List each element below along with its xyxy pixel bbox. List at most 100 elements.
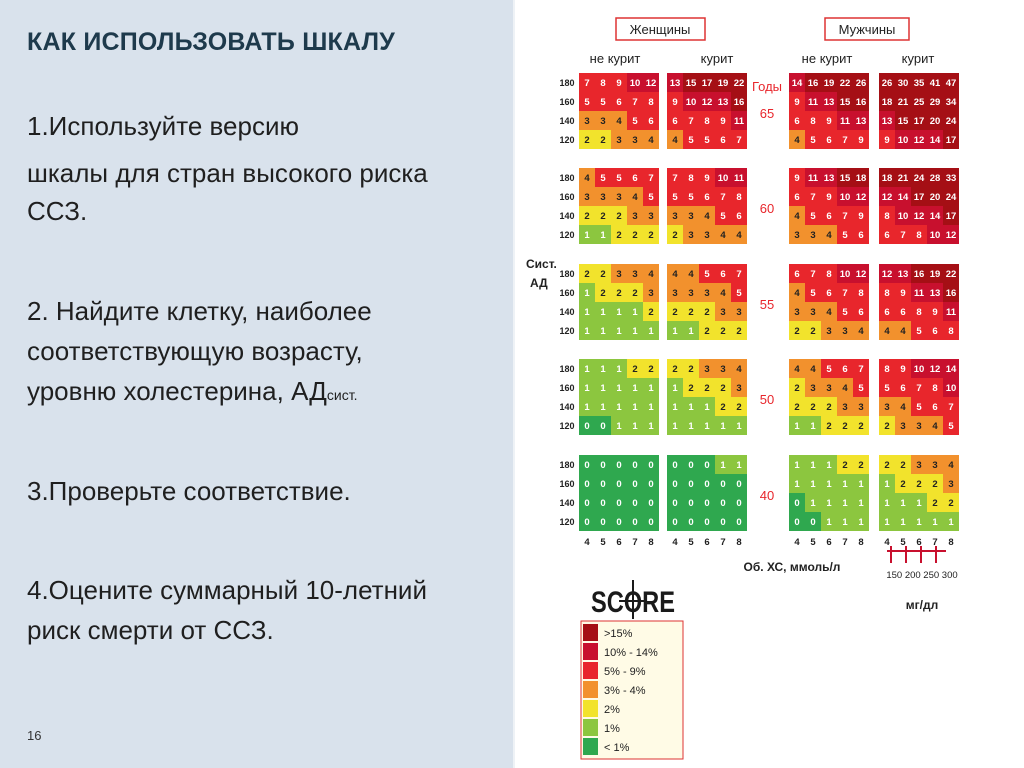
risk-cell	[943, 283, 959, 302]
legend-swatch	[583, 681, 598, 698]
slide-text-panel: КАК ИСПОЛЬЗОВАТЬ ШКАЛУ 1.Используйте вер…	[0, 0, 513, 768]
risk-cell-value: 8	[704, 116, 709, 127]
risk-cell-value: 2	[858, 460, 863, 471]
risk-cell-value: 10	[630, 78, 641, 89]
risk-cell-value: 3	[704, 364, 709, 375]
risk-cell-value: 5	[648, 192, 654, 203]
risk-cell	[927, 92, 943, 111]
risk-cell-value: 0	[600, 517, 605, 528]
risk-cell-value: 35	[914, 78, 925, 89]
risk-cell	[683, 111, 699, 130]
risk-cell	[895, 397, 911, 416]
risk-cell	[879, 474, 895, 493]
risk-cell	[911, 225, 927, 244]
risk-cell	[699, 206, 715, 225]
risk-cell	[943, 416, 959, 435]
risk-cell	[643, 455, 659, 474]
risk-cell-value: 10	[840, 269, 851, 280]
risk-cell	[837, 359, 853, 378]
risk-cell	[667, 493, 683, 512]
risk-cell	[667, 92, 683, 111]
risk-cell	[715, 225, 731, 244]
risk-cell-value: 6	[794, 269, 799, 280]
risk-cell-value: 19	[930, 269, 941, 280]
risk-cell-value: 9	[932, 307, 937, 318]
risk-cell	[943, 264, 959, 283]
legend: >15% 10% - 14% 5% - 9% 3% - 4% 2% 1% < 1%	[583, 624, 658, 755]
risk-cell	[911, 416, 927, 435]
risk-cell	[879, 187, 895, 206]
risk-cell-value: 3	[794, 230, 799, 241]
risk-cell-value: 5	[688, 135, 694, 146]
risk-cell	[667, 111, 683, 130]
risk-cell	[895, 168, 911, 187]
risk-cell	[853, 493, 869, 512]
score-chart: Женщины Мужчины не курит курит не курит …	[526, 17, 959, 760]
risk-cell-value: 0	[704, 517, 709, 528]
risk-cell	[805, 397, 821, 416]
risk-cell	[683, 397, 699, 416]
risk-cell-value: 2	[704, 383, 709, 394]
risk-cell-value: 1	[720, 460, 726, 471]
risk-cell	[853, 359, 869, 378]
cholesterol-tick-label: 5	[600, 537, 606, 548]
cholesterol-axis-label: Об. ХС, ммоль/л	[744, 560, 841, 574]
score-logo: SCORE	[591, 580, 675, 619]
risk-cell-value: 2	[648, 230, 653, 241]
risk-cell	[911, 455, 927, 474]
risk-cell-value: 1	[884, 517, 890, 528]
risk-cell	[805, 321, 821, 340]
cholesterol-tick-label: 8	[648, 537, 653, 548]
risk-cell	[715, 283, 731, 302]
risk-cell	[895, 455, 911, 474]
risk-cell-value: 1	[704, 402, 710, 413]
risk-cell-value: 7	[842, 135, 847, 146]
risk-cell	[789, 359, 805, 378]
risk-cell-value: 12	[946, 230, 957, 241]
risk-cell-value: 22	[734, 78, 745, 89]
risk-cell	[731, 225, 747, 244]
risk-cell	[579, 302, 595, 321]
risk-cell-value: 6	[826, 288, 831, 299]
risk-cell	[579, 168, 595, 187]
risk-cell	[595, 187, 611, 206]
risk-cell	[667, 302, 683, 321]
risk-cell-value: 1	[736, 460, 742, 471]
risk-cell-value: 2	[688, 364, 693, 375]
sbp-tick-label: 180	[559, 269, 574, 279]
risk-cell	[879, 130, 895, 149]
risk-cell-value: 16	[946, 288, 957, 299]
years-label: Годы	[752, 79, 782, 94]
risk-cell-value: 9	[858, 135, 863, 146]
risk-cell	[715, 92, 731, 111]
risk-cell-value: 0	[688, 479, 693, 490]
sbp-tick-label: 160	[559, 479, 574, 489]
risk-cell	[943, 321, 959, 340]
risk-cell	[821, 321, 837, 340]
risk-cell-value: 1	[736, 421, 742, 432]
risk-cell-value: 0	[720, 517, 725, 528]
risk-cell	[943, 130, 959, 149]
risk-cell	[731, 168, 747, 187]
risk-cell-value: 6	[842, 364, 847, 375]
risk-cell-value: 26	[882, 78, 893, 89]
risk-cell-value: 3	[616, 269, 621, 280]
risk-cell-value: 7	[842, 211, 847, 222]
risk-cell-value: 2	[842, 460, 847, 471]
risk-cell	[821, 168, 837, 187]
risk-cell-value: 5	[916, 402, 922, 413]
risk-cell	[821, 493, 837, 512]
risk-cell	[683, 264, 699, 283]
risk-cell	[627, 416, 643, 435]
risk-cell-value: 1	[826, 498, 832, 509]
risk-cell	[683, 187, 699, 206]
cholesterol-tick-label: 5	[810, 537, 816, 548]
risk-cell	[837, 512, 853, 531]
risk-cell	[699, 359, 715, 378]
risk-cell-value: 2	[688, 307, 693, 318]
risk-cell-value: 3	[736, 307, 741, 318]
risk-cell-value: 12	[882, 269, 893, 280]
risk-cell-value: 8	[884, 288, 889, 299]
risk-cell	[821, 512, 837, 531]
risk-cell-value: 3	[916, 460, 921, 471]
